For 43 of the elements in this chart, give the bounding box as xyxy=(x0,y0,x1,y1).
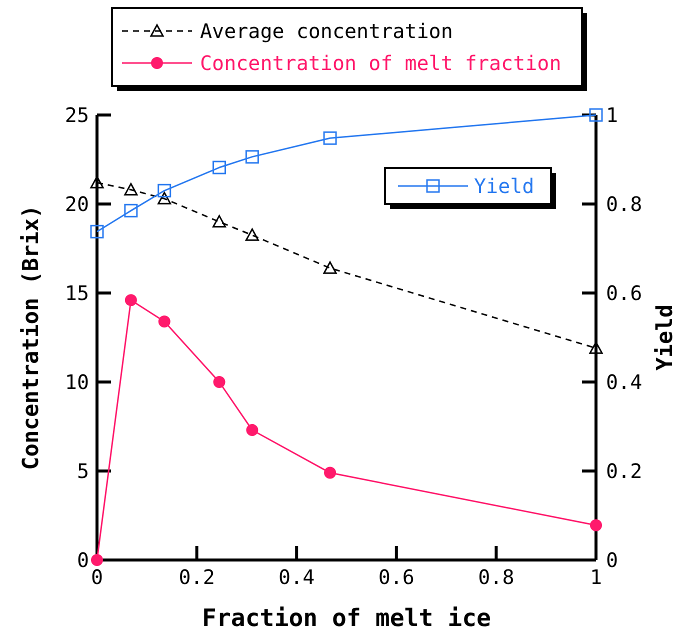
point xyxy=(590,519,602,532)
point xyxy=(158,192,172,204)
y-tick-label: 15 xyxy=(64,281,89,305)
x-tick-label: 0.4 xyxy=(278,565,315,589)
point xyxy=(91,554,103,566)
point xyxy=(323,261,337,274)
point xyxy=(124,204,138,218)
y2-tick-label: 0.4 xyxy=(606,370,642,394)
y2-tick-label: 1 xyxy=(606,103,618,127)
point xyxy=(246,424,258,436)
y-tick-label: 0 xyxy=(76,548,89,572)
y2-axis-title: Yield xyxy=(653,304,678,371)
y2-tick-label: 0.6 xyxy=(606,281,642,305)
point xyxy=(124,183,138,196)
x-axis-title: Fraction of melt ice xyxy=(202,604,491,632)
y2-tick-label: 0 xyxy=(606,548,618,572)
point xyxy=(323,131,337,145)
x-tick-label: 0.6 xyxy=(378,565,414,589)
x-tick-label: 1 xyxy=(590,565,602,589)
x-tick-label: 0.8 xyxy=(478,565,514,589)
point xyxy=(212,215,226,228)
y2-tick-label: 0.8 xyxy=(606,192,642,216)
legend-label: Yield xyxy=(474,174,534,198)
point xyxy=(124,294,137,306)
point xyxy=(245,150,259,164)
y2-tick-label: 0.2 xyxy=(606,459,642,483)
y-tick-label: 5 xyxy=(76,459,89,483)
legend-label: Concentration of melt fraction xyxy=(200,51,562,75)
y-tick-label: 10 xyxy=(64,370,89,394)
legend-label: Average concentration xyxy=(200,19,453,43)
point xyxy=(158,315,170,328)
y-tick-label: 20 xyxy=(64,192,89,216)
point xyxy=(589,108,603,122)
point xyxy=(212,160,226,174)
point xyxy=(213,376,226,388)
point xyxy=(90,176,104,188)
y-axis-title: Concentration (Brix) xyxy=(19,205,44,470)
point xyxy=(90,224,104,238)
point xyxy=(245,228,259,241)
x-tick-label: 0.2 xyxy=(178,565,215,589)
y-tick-label: 25 xyxy=(64,103,89,127)
point xyxy=(158,184,172,198)
point xyxy=(324,466,336,479)
